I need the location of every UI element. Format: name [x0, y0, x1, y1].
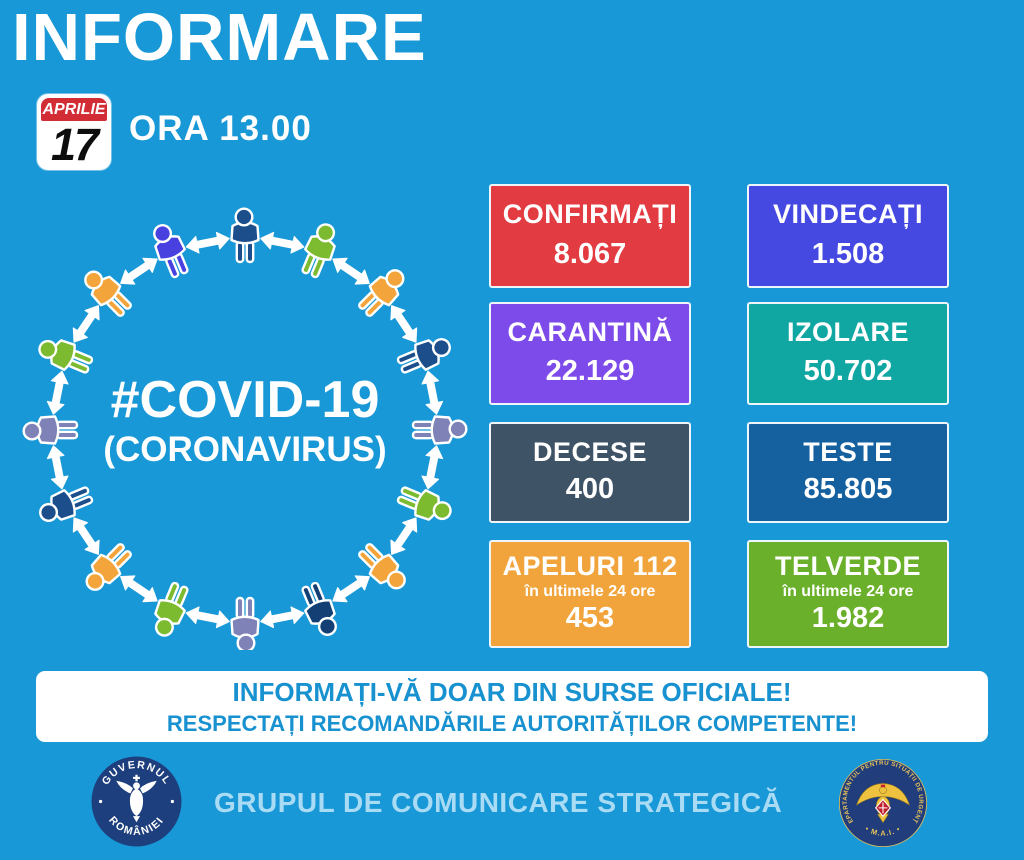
banner-line-2: RESPECTAȚI RECOMANDĂRILE AUTORITĂȚILOR C… [166, 710, 858, 736]
stat-value: 85.805 [803, 473, 893, 505]
double-arrow-icon [332, 575, 370, 603]
eagle-emblem-icon [116, 774, 157, 823]
double-arrow-icon [46, 370, 69, 415]
stat-label: CARANTINĂ [507, 317, 673, 347]
stat-label: APELURI 112 [502, 551, 678, 581]
stat-value: 400 [565, 473, 615, 505]
stat-box-apeluri-112: APELURI 112 în ultimele 24 ore 453 [489, 540, 691, 648]
stat-box-vindecati: VINDECAȚI 1.508 [747, 184, 949, 288]
calendar-day: 17 [50, 118, 99, 170]
dsu-eagle-emblem-icon [856, 783, 910, 824]
person-icon [396, 486, 452, 521]
double-arrow-icon [185, 231, 230, 254]
stat-box-teste: TESTE 85.805 [747, 422, 949, 523]
person-icon [38, 339, 94, 374]
stat-value: 50.702 [803, 355, 893, 387]
double-arrow-icon [185, 606, 230, 629]
stat-box-telverde: TELVERDE în ultimele 24 ore 1.982 [747, 540, 949, 648]
double-arrow-icon [421, 370, 444, 415]
stat-value: 22.129 [545, 355, 635, 387]
person-icon [301, 581, 337, 636]
official-sources-banner: INFORMAȚI-VĂ DOAR DIN SURSE OFICIALE! RE… [36, 671, 988, 742]
report-time: ORA 13.00 [129, 109, 312, 148]
double-arrow-icon [120, 257, 158, 285]
guvernul-romaniei-logo: GUVERNUL ROMÂNIEI [91, 756, 182, 847]
double-arrow-icon [72, 517, 100, 555]
double-arrow-icon [46, 445, 69, 490]
banner-line-1: INFORMAȚI-VĂ DOAR DIN SURSE OFICIALE! [232, 676, 792, 707]
stat-box-decese: DECESE 400 [489, 422, 691, 523]
stat-label: VINDECAȚI [772, 199, 923, 229]
double-arrow-icon [332, 257, 370, 285]
dsu-logo-mai-text: • M.A.I. • [864, 824, 902, 838]
stat-subtitle: în ultimele 24 ore [524, 582, 656, 600]
person-icon [22, 415, 79, 445]
double-arrow-icon [260, 231, 305, 254]
person-icon [358, 543, 406, 590]
footer-title: GRUPUL DE COMUNICARE STRATEGICĂ [214, 787, 783, 818]
stat-box-izolare: IZOLARE 50.702 [747, 302, 949, 405]
calendar-month: APRILIE [41, 98, 107, 121]
person-icon [154, 581, 189, 637]
stat-value: 1.508 [811, 238, 885, 270]
person-icon [411, 415, 468, 445]
covid-spread-circle-diagram [22, 207, 468, 650]
calendar-icon: APRILIE 17 [37, 94, 111, 170]
person-icon [153, 224, 189, 279]
stat-box-confirmati: CONFIRMAȚI 8.067 [489, 184, 691, 288]
stat-value: 8.067 [553, 238, 627, 270]
stat-label: TESTE [803, 437, 893, 467]
double-arrow-icon [120, 575, 158, 603]
stat-value: 453 [565, 602, 615, 634]
person-icon [358, 269, 405, 317]
dsu-mai-logo: DEPARTAMENTUL PENTRU SITUAȚII DE URGENȚĂ… [837, 757, 928, 848]
person-icon [39, 486, 94, 522]
page-title: INFORMARE [12, 0, 427, 75]
double-arrow-icon [72, 305, 100, 343]
double-arrow-icon [390, 305, 418, 343]
stat-label: CONFIRMAȚI [502, 199, 678, 229]
stat-label: IZOLARE [787, 317, 909, 347]
stat-label: TELVERDE [774, 551, 921, 581]
double-arrow-icon [390, 517, 418, 555]
person-icon [85, 543, 132, 591]
person-icon [301, 223, 336, 279]
stat-label: DECESE [532, 437, 648, 467]
person-icon [396, 338, 451, 374]
double-arrow-icon [260, 606, 305, 629]
person-icon [230, 207, 260, 264]
double-arrow-icon [421, 445, 444, 490]
person-icon [84, 270, 132, 317]
stat-subtitle: în ultimele 24 ore [782, 582, 914, 600]
person-icon [230, 596, 260, 650]
stat-value: 1.982 [811, 602, 885, 634]
stat-box-carantina: CARANTINĂ 22.129 [489, 302, 691, 405]
svg-text:• M.A.I. •: • M.A.I. • [864, 824, 903, 838]
